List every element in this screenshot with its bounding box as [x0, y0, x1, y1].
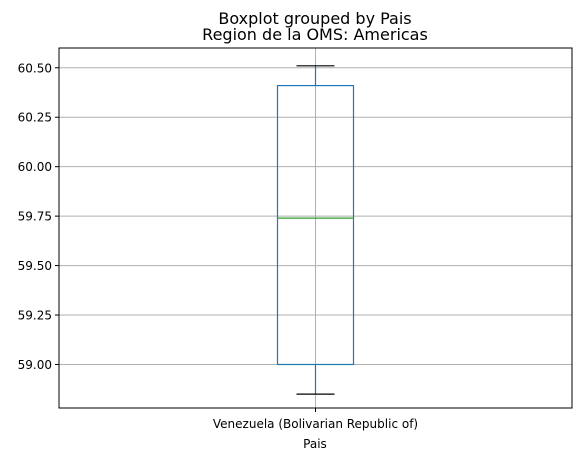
y-tick-label: 60.50 [18, 61, 52, 75]
y-tick-label: 59.50 [18, 259, 52, 273]
y-tick-label: 59.00 [18, 358, 52, 372]
y-tick-label: 59.25 [18, 309, 52, 323]
chart-title: Region de la OMS: Americas [202, 25, 428, 44]
grid-lines [59, 48, 572, 408]
chart-suptitle: Boxplot grouped by Pais [218, 9, 411, 28]
plot-frame [58, 47, 573, 409]
x-axis-label: Pais [303, 437, 327, 451]
y-tick-label: 60.25 [18, 111, 52, 125]
y-ticks: 59.00 59.25 59.50 59.75 60.00 60.25 60.50 Venez… [18, 61, 418, 431]
y-tick-label: 59.75 [18, 210, 52, 224]
box-iqr [276, 84, 355, 366]
y-tick-label: 60.00 [18, 160, 52, 174]
boxplot-group [276, 65, 355, 395]
x-tick-label: Venezuela (Bolivarian Republic of) [213, 417, 418, 431]
